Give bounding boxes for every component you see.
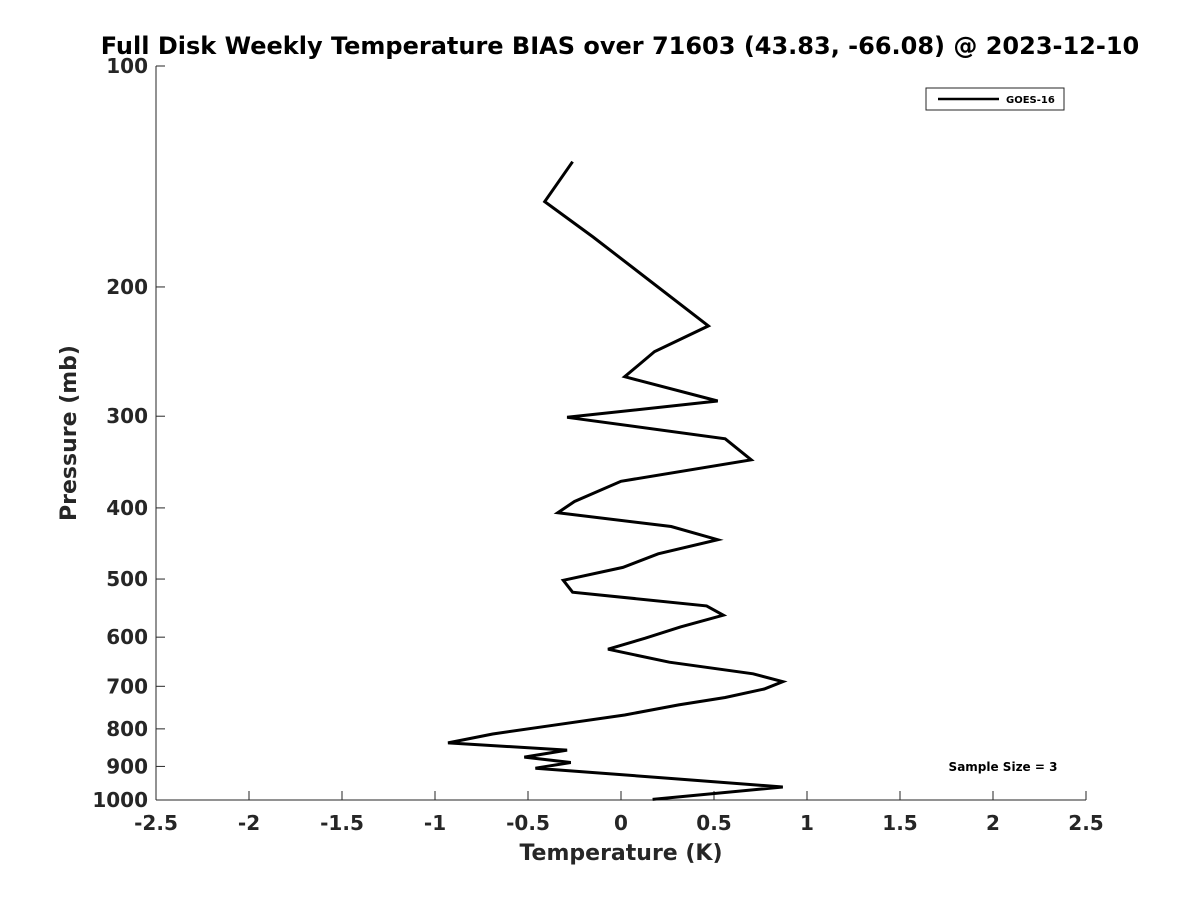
sample-size-annotation: Sample Size = 3 — [949, 760, 1058, 774]
x-tick-label: 0 — [614, 811, 628, 835]
y-tick-label: 1000 — [92, 788, 148, 812]
y-tick-label: 900 — [106, 754, 148, 778]
x-tick-label: -1 — [424, 811, 446, 835]
y-tick-label: 800 — [106, 717, 148, 741]
legend-label-goes-16: GOES-16 — [1006, 95, 1055, 106]
x-tick-label: -2 — [238, 811, 260, 835]
x-tick-label: 2.5 — [1068, 811, 1103, 835]
y-tick-label: 100 — [106, 54, 148, 78]
series-layer — [447, 160, 788, 801]
x-ticks: -2.5 -2 -1.5 -1 -0.5 0 0.5 1 1.5 2 2.5 — [134, 791, 1104, 835]
x-axis-label: Temperature (K) — [519, 841, 722, 866]
y-tick-label: 300 — [106, 404, 148, 428]
x-tick-label: 2 — [986, 811, 1000, 835]
legend: GOES-16 — [925, 87, 1065, 111]
y-tick-label: 600 — [106, 625, 148, 649]
y-ticks: 100 200 300 400 500 600 700 800 900 1000 — [92, 54, 165, 812]
y-tick-label: 200 — [106, 275, 148, 299]
x-tick-label: -2.5 — [134, 811, 178, 835]
x-tick-label: 1 — [800, 811, 814, 835]
y-tick-label: 400 — [106, 496, 148, 520]
y-tick-label: 700 — [106, 674, 148, 698]
x-tick-label: 0.5 — [696, 811, 731, 835]
series-line-goes-16 — [447, 160, 788, 801]
x-tick-label: -1.5 — [320, 811, 364, 835]
y-tick-label: 500 — [106, 567, 148, 591]
chart-title: Full Disk Weekly Temperature BIAS over 7… — [101, 32, 1140, 60]
y-axis-label: Pressure (mb) — [57, 345, 82, 521]
x-tick-label: -0.5 — [506, 811, 550, 835]
x-tick-label: 1.5 — [882, 811, 917, 835]
